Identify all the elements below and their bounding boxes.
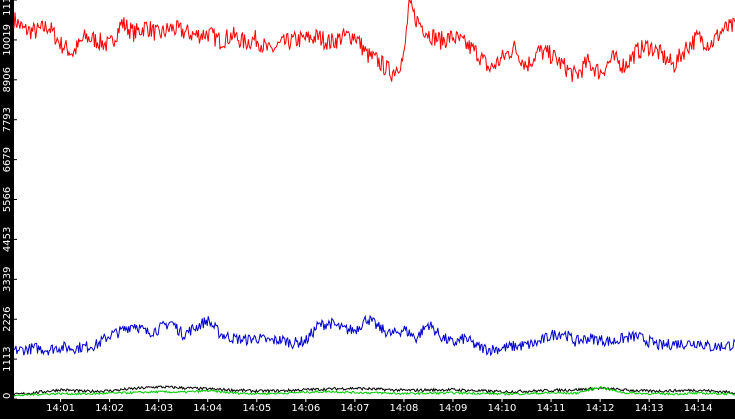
x-tick-label: 14:05	[242, 403, 271, 414]
x-tick-label: 14:13	[635, 403, 664, 414]
x-axis: 14:01 14:02 14:03 14:04 14:05 14:06 14:07 14:08…	[46, 399, 713, 414]
y-tick-label: 4453	[2, 227, 13, 252]
y-tick-label: 10019	[2, 24, 13, 56]
x-tick-label: 14:04	[193, 403, 222, 414]
series-line-0	[13, 0, 735, 82]
x-tick-label: 14:01	[46, 403, 75, 414]
y-tick-label: 3339	[2, 267, 13, 292]
y-tick-label: 1113	[2, 346, 13, 371]
x-tick-label: 14:10	[488, 403, 517, 414]
series-line-3	[13, 385, 735, 397]
y-tick-label: 7793	[2, 107, 13, 132]
y-tick-label: 8906	[2, 67, 13, 92]
series-line-1	[13, 314, 735, 357]
y-tick-label: 2226	[2, 306, 13, 331]
x-tick-label: 14:07	[340, 403, 369, 414]
x-tick-label: 14:11	[537, 403, 566, 414]
x-tick-label: 14:09	[439, 403, 468, 414]
y-tick-label: 5566	[2, 187, 13, 212]
series-lines	[13, 0, 735, 397]
x-tick-label: 14:08	[389, 403, 418, 414]
plot-area	[14, 0, 735, 399]
x-tick-label: 14:03	[144, 403, 173, 414]
y-tick-label: 11133	[2, 0, 13, 16]
y-tick-label: 0	[2, 393, 13, 399]
x-tick-label: 14:12	[586, 403, 615, 414]
x-tick-label: 14:06	[291, 403, 320, 414]
x-tick-label: 14:14	[684, 403, 713, 414]
y-tick-label: 6679	[2, 147, 13, 172]
y-axis: 0 1113 2226 3339 4453 5566 6679 7793 8906 10019 11…	[2, 0, 17, 400]
x-tick-label: 14:02	[95, 403, 124, 414]
